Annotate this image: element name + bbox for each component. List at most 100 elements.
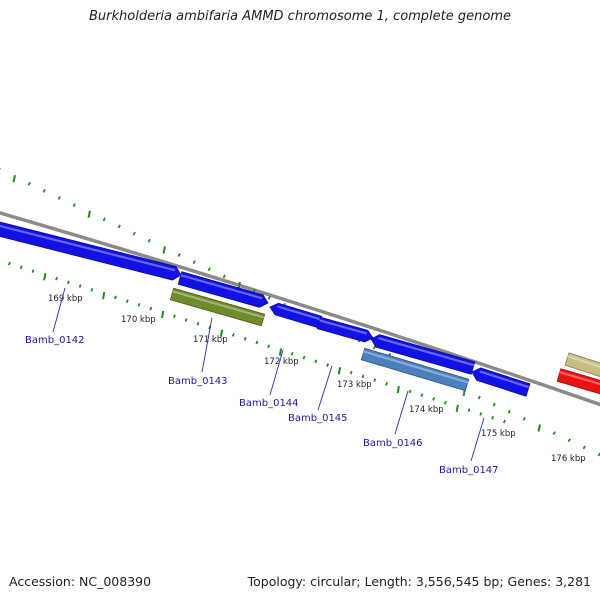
inner-tick xyxy=(408,389,412,394)
inner-ticks-layer xyxy=(7,261,506,424)
inner-tick xyxy=(137,303,141,307)
gene-callout-line xyxy=(470,417,485,462)
outer-tick xyxy=(27,181,31,186)
inner-tick xyxy=(31,269,35,273)
outer-tick xyxy=(507,409,511,414)
outer-tick xyxy=(222,274,226,279)
gene-label[interactable]: Bamb_0143 xyxy=(168,376,228,387)
inner-tick xyxy=(432,397,436,401)
outer-tick xyxy=(567,438,571,443)
gene-bamb-0144[interactable] xyxy=(269,302,323,329)
gene-callout-line xyxy=(394,390,409,435)
inner-tick xyxy=(337,367,341,375)
inner-tick xyxy=(55,276,58,281)
tick-label: 169 kbp xyxy=(48,294,83,304)
inner-tick xyxy=(479,412,483,416)
outer-tick xyxy=(477,395,481,400)
gene-callout-line xyxy=(52,287,66,333)
inner-tick xyxy=(467,408,471,413)
inner-tick xyxy=(302,355,306,360)
gene-bamb-0146[interactable] xyxy=(360,347,470,392)
inner-tick xyxy=(255,340,259,345)
outer-tick xyxy=(132,231,136,236)
gene-feature[interactable] xyxy=(370,334,476,375)
tick-label: 175 kbp xyxy=(481,429,516,439)
inner-tick xyxy=(267,344,271,349)
gene-callout-line xyxy=(201,317,213,373)
gene-callout-line xyxy=(269,349,284,396)
tick-label: 176 kbp xyxy=(551,454,586,464)
inner-tick xyxy=(90,287,94,292)
inner-tick xyxy=(444,400,447,405)
outer-tick xyxy=(42,188,46,193)
outer-tick xyxy=(372,345,376,350)
outer-tick xyxy=(522,416,526,421)
chromosome-backbone xyxy=(0,211,600,407)
gene-label[interactable]: Bamb_0142 xyxy=(25,335,85,346)
tick-label: 173 kbp xyxy=(337,380,372,390)
inner-tick xyxy=(243,336,247,341)
backbone-layer xyxy=(0,211,600,407)
inner-tick xyxy=(7,261,11,266)
gene-label[interactable]: Bamb_0146 xyxy=(363,438,423,449)
inner-tick xyxy=(420,393,424,398)
genes-layer xyxy=(0,221,600,397)
gene-bamb-0143[interactable] xyxy=(177,271,269,308)
inner-tick xyxy=(125,299,129,303)
gene-feature[interactable] xyxy=(564,352,600,379)
gene-bamb-0145[interactable] xyxy=(316,316,374,343)
labels-layer: 169 kbp 170 kbp 171 kbp 172 kbp 173 kbp 174 k… xyxy=(25,287,586,476)
tick-label: 170 kbp xyxy=(121,315,156,325)
outer-tick xyxy=(552,431,556,436)
outer-tick xyxy=(117,224,121,229)
inner-tick xyxy=(290,351,294,356)
inner-tick xyxy=(43,273,47,281)
outer-tick xyxy=(177,253,181,257)
map-title: Burkholderia ambifaria AMMD chromosome 1… xyxy=(88,9,512,24)
inner-tick xyxy=(326,363,330,367)
inner-tick xyxy=(114,295,117,300)
gene-label[interactable]: Bamb_0147 xyxy=(439,465,499,476)
inner-tick xyxy=(19,265,23,270)
outer-tick xyxy=(72,203,76,208)
gene-feature[interactable] xyxy=(169,287,266,327)
outer-tick xyxy=(537,424,541,432)
inner-tick xyxy=(373,378,377,382)
gene-feature[interactable] xyxy=(556,368,600,396)
gene-label[interactable]: Bamb_0144 xyxy=(239,398,299,409)
outer-tick xyxy=(582,445,586,450)
genome-summary: Topology: circular; Length: 3,556,545 bp… xyxy=(247,574,591,589)
inner-tick xyxy=(161,310,165,319)
outer-tick xyxy=(162,246,166,254)
inner-tick xyxy=(314,359,318,364)
inner-tick xyxy=(196,321,200,326)
inner-tick xyxy=(184,318,188,322)
outer-tick xyxy=(192,260,196,265)
gene-bamb-0142[interactable] xyxy=(0,221,182,281)
inner-tick xyxy=(278,348,283,356)
outer-tick xyxy=(252,288,256,293)
inner-tick xyxy=(361,374,365,379)
outer-tick xyxy=(87,210,91,218)
outer-tick xyxy=(57,196,61,200)
inner-tick xyxy=(78,284,82,288)
accession-label: Accession: NC_008390 xyxy=(9,574,152,589)
inner-tick xyxy=(102,291,106,300)
inner-tick xyxy=(219,329,224,337)
gene-label[interactable]: Bamb_0145 xyxy=(288,413,348,424)
tick-label: 172 kbp xyxy=(264,357,299,367)
outer-tick xyxy=(207,267,211,272)
gene-callout-line xyxy=(317,365,333,411)
inner-tick xyxy=(149,306,153,311)
inner-tick xyxy=(396,385,400,394)
inner-tick xyxy=(491,415,495,420)
outer-tick xyxy=(12,174,16,183)
inner-tick xyxy=(455,404,459,413)
outer-tick xyxy=(267,295,271,300)
outer-tick xyxy=(147,238,151,243)
inner-tick xyxy=(231,333,235,337)
tick-label: 174 kbp xyxy=(409,405,444,415)
gene-bamb-0147[interactable] xyxy=(471,367,531,397)
inner-tick xyxy=(349,370,353,375)
